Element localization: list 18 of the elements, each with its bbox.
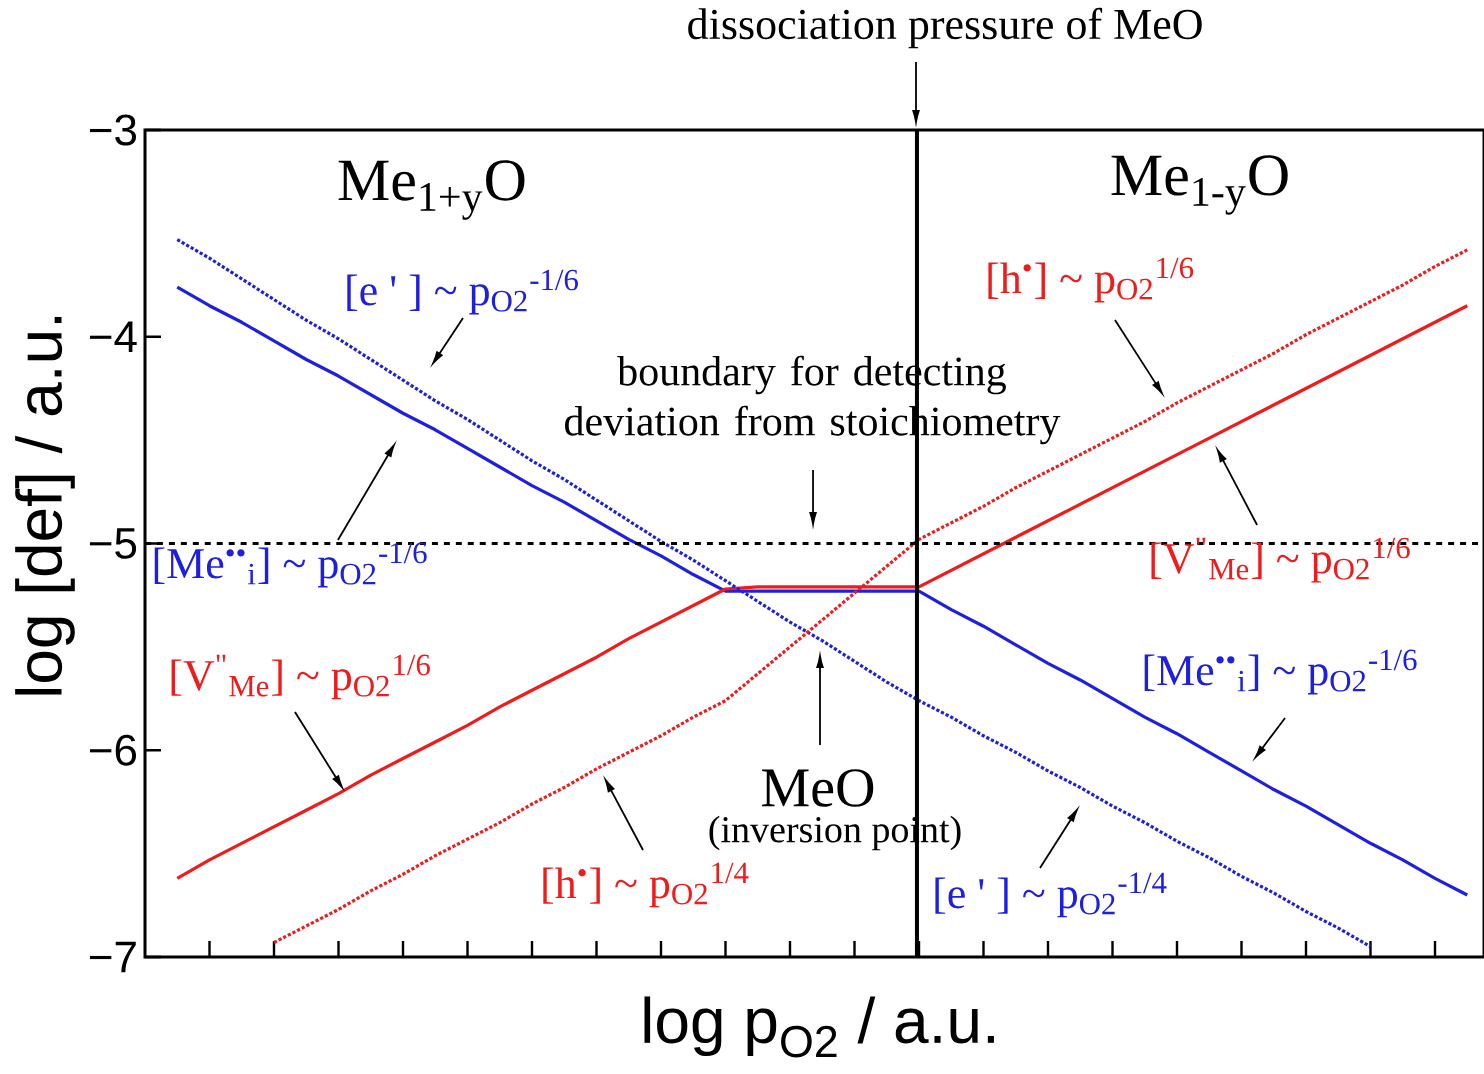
annotation: [Me$^{••}$$_{i}$] ~ p$_{O2}$-1/6: [1144, 649, 1417, 695]
annotation: [e ' ] ~ p$_{O2}$-1/6: [347, 269, 578, 315]
y-tick-label: −4: [89, 321, 137, 352]
y-tick-label: −5: [89, 528, 137, 559]
annotation: [h$^{•}$] ~ p$_{O2}$1/6: [988, 257, 1194, 303]
annotation: Me$_{1-y}$O: [1111, 155, 1288, 215]
annotation: [Me$^{••}$$_{i}$] ~ p$_{O2}$-1/6: [154, 542, 427, 588]
annotation: MeO: [762, 769, 874, 807]
x-axis-title: log p$_{O2}$ / a.u.: [644, 996, 994, 1058]
y-tick-label: −3: [89, 114, 137, 146]
annotation: [e ' ] ~ p$_{O2}$-1/4: [935, 872, 1167, 918]
annotation: Me$_{1+y}$O: [338, 160, 525, 220]
text: dissociation pressure of MeO: [688, 7, 1202, 49]
annotation: [V$^{"}$$_{Me}$] ~ p$_{O2}$1/6: [171, 654, 430, 700]
y-tick-label: −6: [89, 734, 137, 766]
y-axis-title: log [def] / a.u.: [15, 316, 75, 695]
annotation: [h$^{•}$] ~ p$_{O2}$1/4: [543, 862, 749, 908]
y-tick-label: −7: [89, 941, 136, 973]
